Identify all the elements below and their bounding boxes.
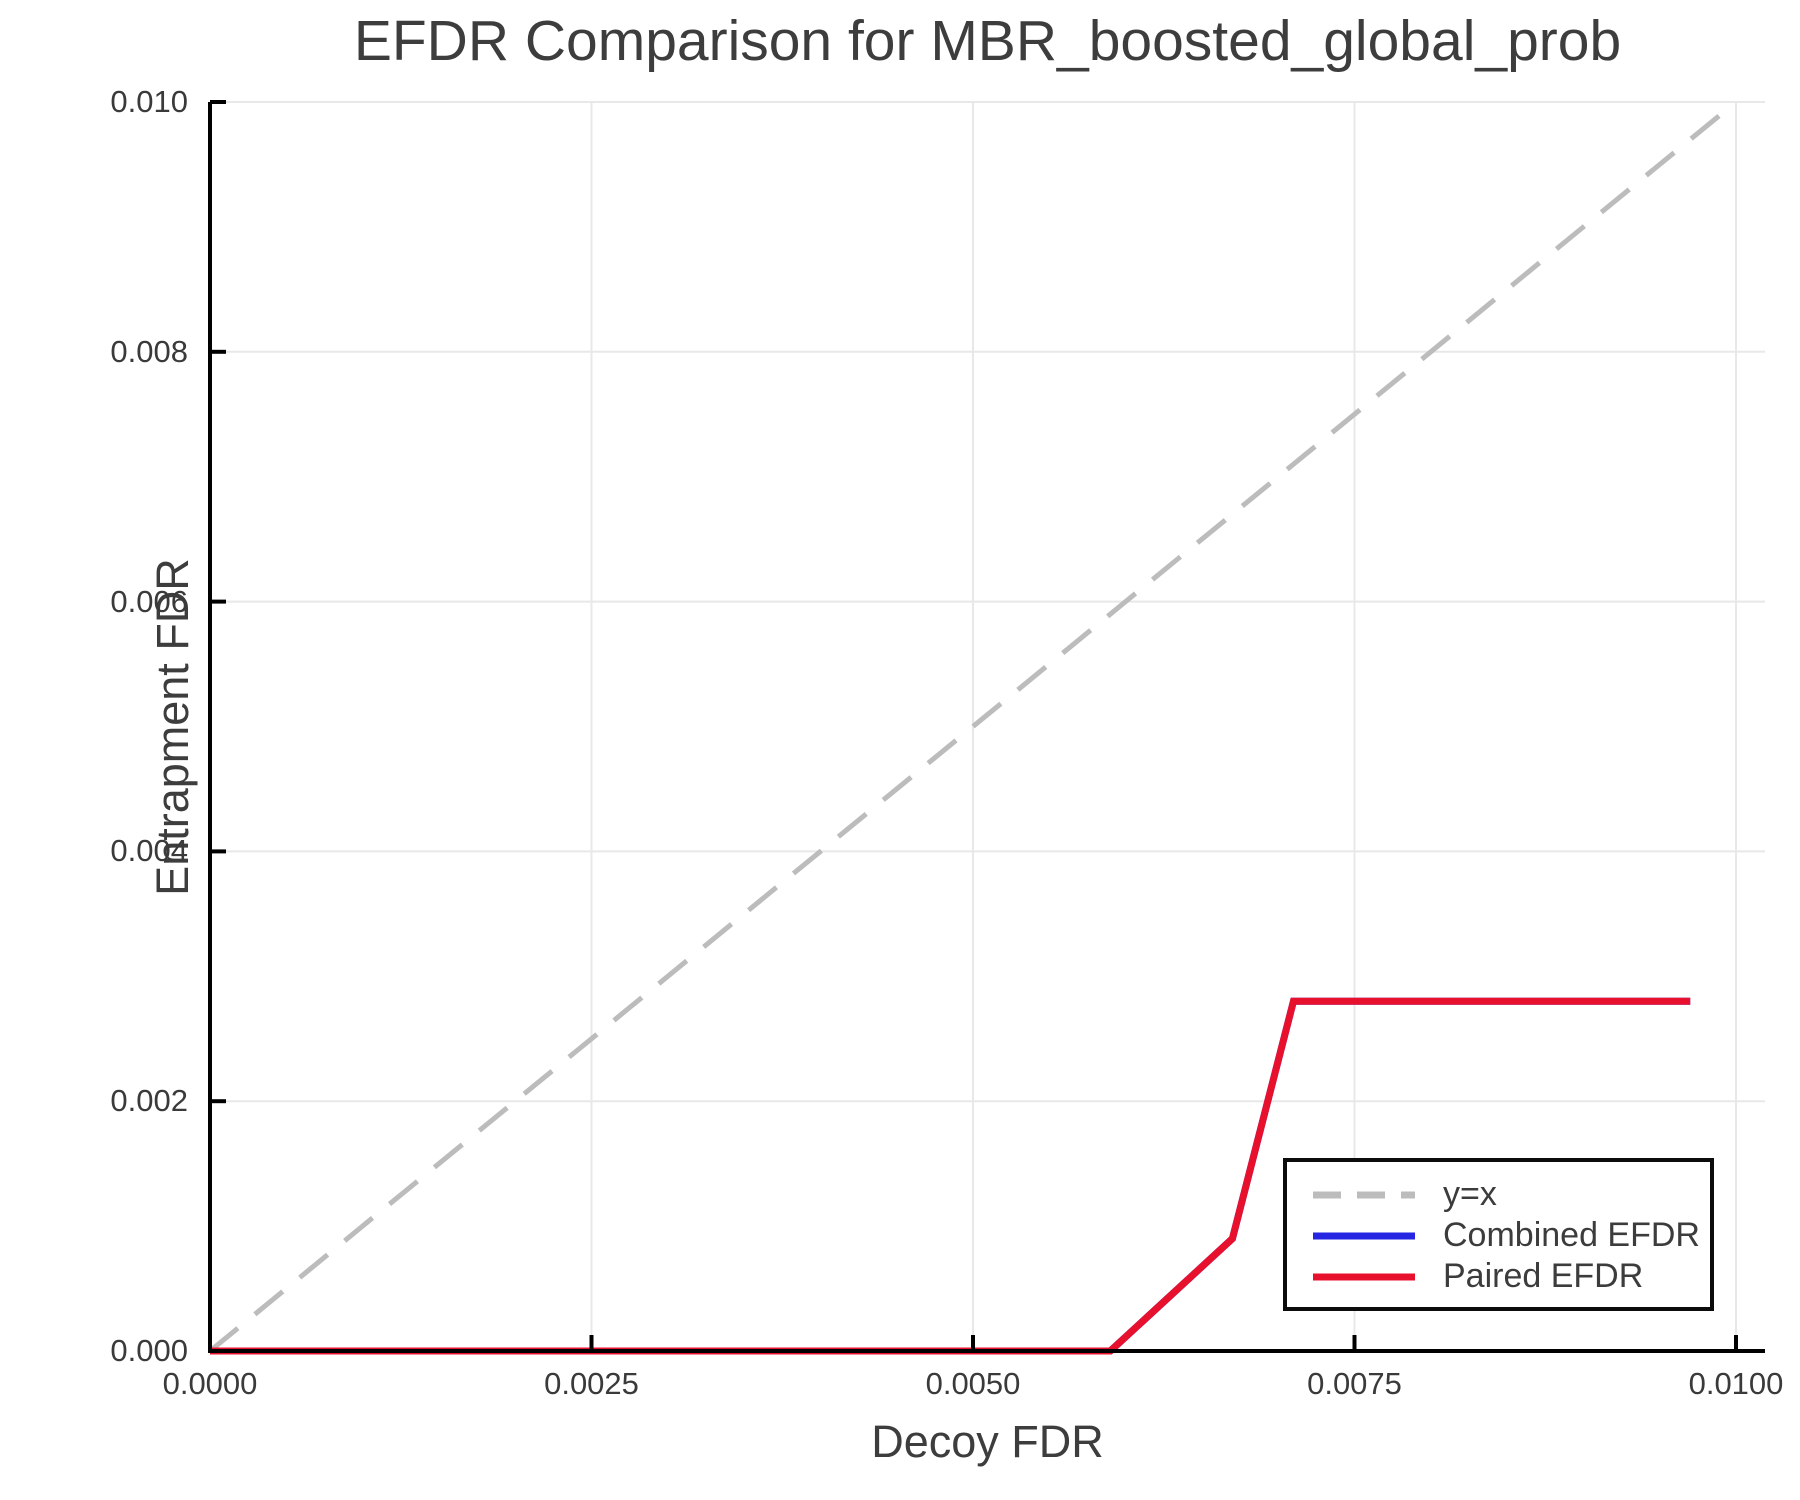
y-tick-label: 0.008 (110, 333, 188, 369)
x-tick-label: 0.0050 (925, 1366, 1021, 1401)
legend-line-swatch (1313, 1191, 1415, 1198)
series-line-y-x (208, 100, 1738, 1353)
x-axis-title: Decoy FDR (871, 1416, 1104, 1467)
x-tick-label: 0.0100 (1688, 1366, 1784, 1401)
x-tick-label: 0.0025 (544, 1366, 639, 1401)
legend: y=x Combined EFDR Paired EFDR (1283, 1158, 1714, 1311)
legend-line-swatch (1313, 1232, 1415, 1239)
legend-row: Paired EFDR (1311, 1256, 1710, 1297)
legend-row: Combined EFDR (1311, 1215, 1710, 1256)
y-tick-label: 0.000 (110, 1333, 188, 1368)
chart-title: EFDR Comparison for MBR_boosted_global_p… (353, 9, 1622, 73)
y-tick-label: 0.010 (110, 84, 188, 119)
axis-spines (208, 102, 1765, 1353)
legend-label: Paired EFDR (1443, 1257, 1644, 1295)
axis-tick-marks (208, 100, 1739, 1353)
x-tick-label: 0.0000 (162, 1366, 258, 1401)
y-tick-label: 0.006 (110, 583, 188, 619)
legend-label: y=x (1443, 1175, 1497, 1213)
y-tick-label: 0.004 (110, 833, 188, 869)
y-tick-label: 0.002 (110, 1083, 188, 1119)
x-tick-label: 0.0075 (1307, 1366, 1402, 1401)
legend-line-swatch (1313, 1273, 1415, 1280)
legend-row: y=x (1311, 1174, 1710, 1215)
legend-label: Combined EFDR (1443, 1216, 1700, 1254)
